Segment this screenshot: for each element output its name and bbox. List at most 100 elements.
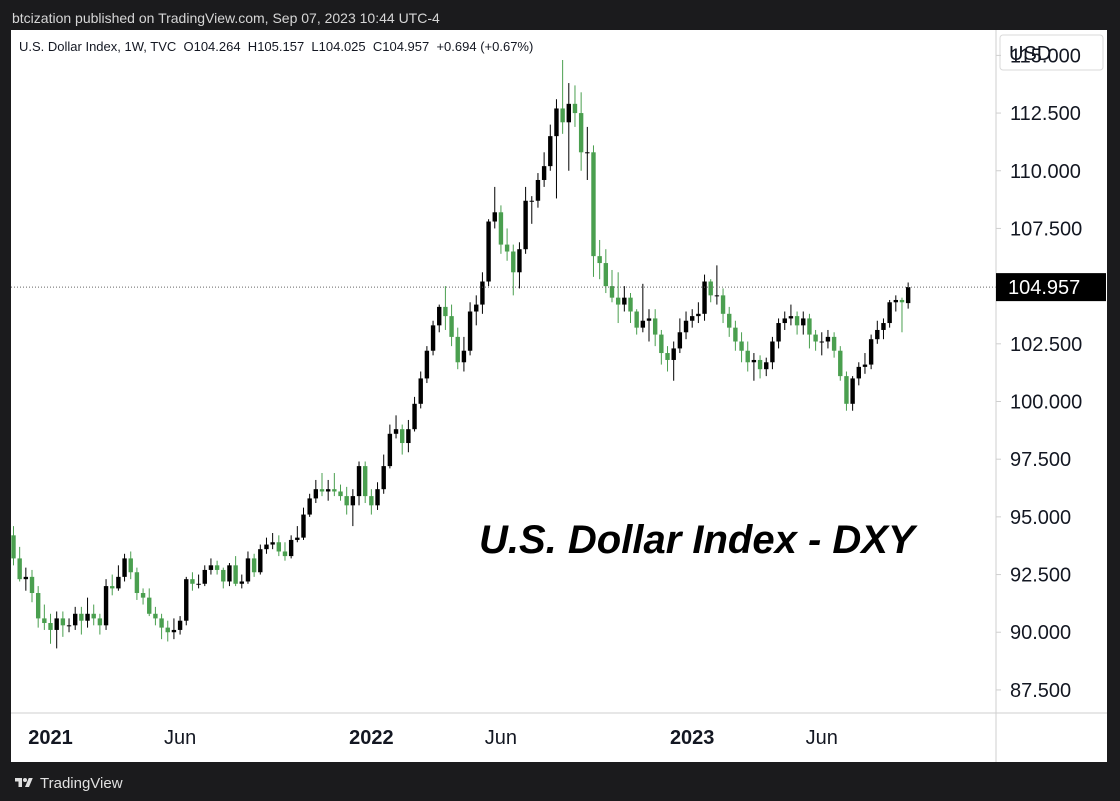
candle-body [665, 353, 670, 360]
time-tick-label: Jun [806, 727, 838, 749]
candle-body [838, 350, 843, 377]
candle [245, 551, 251, 584]
candle-body [794, 316, 800, 326]
candle-body [801, 318, 806, 326]
candle [73, 606, 78, 630]
candle-body [171, 629, 177, 633]
candle [11, 526, 16, 566]
candle-body [103, 586, 109, 626]
candle-body [597, 256, 602, 264]
tradingview-brand[interactable]: TradingView [12, 772, 123, 794]
candle [381, 454, 386, 494]
candle-body [73, 613, 78, 626]
candle-body [202, 569, 207, 584]
candle-body [42, 618, 47, 624]
candle [609, 269, 615, 303]
candle [23, 567, 29, 591]
published-by-text: btcization published on TradingView.com,… [12, 10, 440, 26]
candle-body [325, 489, 331, 492]
candle-body [603, 263, 609, 287]
chart-overlay-title: U.S. Dollar Index - DXY [479, 518, 918, 562]
candle [603, 249, 609, 294]
candle-body [356, 466, 362, 497]
candle [764, 357, 769, 377]
candle [116, 565, 121, 591]
candle [665, 346, 670, 372]
candle-body [831, 336, 837, 351]
candle [79, 606, 84, 635]
candle [511, 244, 516, 296]
candle-body [677, 332, 683, 349]
candle-body [782, 318, 787, 324]
price-axis[interactable]: 115.000 112.500 110.000 107.500 102.500 100.0… [996, 45, 1082, 702]
candle-body [714, 295, 720, 297]
candle-body [270, 542, 275, 545]
time-tick-label: Jun [164, 727, 196, 749]
candle-body [690, 316, 695, 321]
candle-body [757, 359, 763, 370]
candle [788, 304, 794, 326]
candle-body [850, 378, 855, 404]
candle [356, 461, 362, 506]
time-axis[interactable]: 2021 Jun 2022 Jun 2023 Jun [28, 727, 838, 749]
candle [282, 542, 288, 561]
price-tick-label: 112.500 [1010, 103, 1081, 125]
candle-body [165, 627, 170, 633]
candle-body [751, 359, 757, 363]
candle [171, 618, 177, 640]
candle-body [591, 152, 596, 257]
candle [221, 567, 226, 589]
candle [48, 613, 53, 644]
candle-body [659, 334, 664, 354]
candle-body [720, 295, 726, 314]
candle-body [23, 576, 29, 580]
candle [430, 320, 436, 356]
time-tick-label: 2021 [28, 727, 73, 749]
candle [424, 346, 430, 384]
candle-body [893, 299, 899, 303]
candle [251, 553, 257, 577]
candlestick-chart[interactable]: U.S. Dollar Index, 1W, TVC O104.264 H105… [11, 30, 1107, 762]
candle [214, 560, 220, 575]
candle [554, 99, 559, 199]
candle [418, 371, 423, 409]
candle-body [622, 297, 627, 305]
candle [807, 313, 812, 349]
candle [652, 309, 658, 347]
candle-body [110, 586, 115, 589]
candle [202, 565, 207, 587]
candle [443, 286, 448, 330]
candle [720, 288, 726, 324]
candle [91, 604, 96, 626]
candle [400, 424, 405, 455]
candle-body [807, 318, 812, 335]
candle-body [875, 329, 880, 340]
candle [634, 309, 639, 335]
candle [677, 318, 683, 354]
candle [578, 92, 584, 171]
candle [838, 346, 843, 381]
price-tick-label: 100.000 [1010, 391, 1082, 413]
candle-body [560, 108, 565, 123]
candle [362, 461, 368, 504]
candle [35, 586, 41, 628]
price-tick-label: 95.000 [1010, 507, 1071, 529]
candle-body [727, 313, 732, 328]
candle-body [313, 489, 319, 499]
candle [387, 424, 393, 469]
candle-body [134, 572, 140, 594]
tradingview-logo-icon [15, 778, 33, 787]
candle-body [196, 583, 201, 585]
published-by-header: btcization published on TradingView.com,… [12, 8, 440, 28]
candle [702, 274, 707, 321]
candle [782, 311, 787, 330]
candle-body [239, 581, 244, 584]
candle [369, 489, 374, 515]
candle-body [702, 281, 707, 314]
candle [535, 173, 541, 208]
currency-button[interactable]: USD [999, 34, 1104, 71]
candle-body [905, 287, 911, 304]
chart-panel[interactable]: U.S. Dollar Index, 1W, TVC O104.264 H105… [11, 30, 1107, 762]
candle-body [461, 350, 467, 363]
candle [659, 329, 664, 365]
